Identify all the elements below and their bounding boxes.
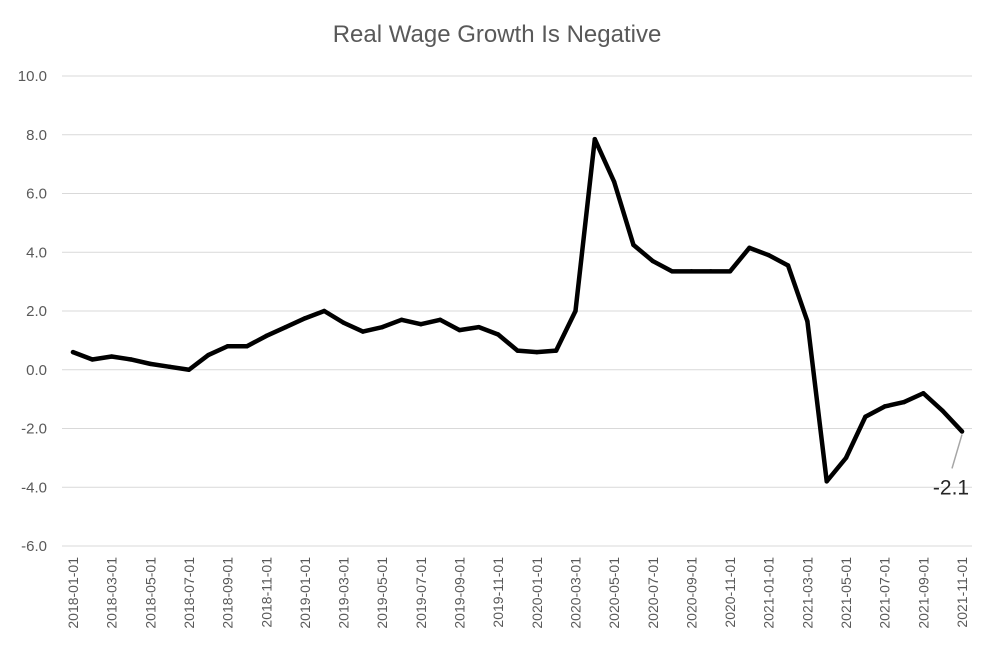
x-tick-label: 2021-11-01 <box>954 557 970 628</box>
series-layer <box>70 136 965 484</box>
data-point <box>495 332 501 337</box>
data-point <box>553 348 559 353</box>
data-point <box>225 344 230 349</box>
x-tick-label: 2018-11-01 <box>258 557 274 628</box>
data-point <box>824 479 829 484</box>
x-tick-label: 2018-01-01 <box>65 557 81 629</box>
data-point <box>399 317 404 323</box>
data-point <box>766 252 771 258</box>
data-point <box>148 361 153 367</box>
data-point <box>631 242 636 248</box>
data-point <box>534 349 540 355</box>
data-point <box>283 324 288 330</box>
chart-title: Real Wage Growth Is Negative <box>333 21 662 48</box>
data-point <box>70 349 76 355</box>
x-tick-label: 2020-07-01 <box>645 557 661 629</box>
data-point <box>650 258 655 264</box>
data-point <box>727 269 733 274</box>
x-tick-label: 2019-11-01 <box>490 557 506 628</box>
x-tick-label: 2019-01-01 <box>297 557 313 629</box>
x-tick-label: 2020-11-01 <box>722 557 738 628</box>
x-tick-label: 2018-07-01 <box>181 557 197 629</box>
y-tick-label: -4.0 <box>21 479 47 496</box>
y-axis-ticks: -6.0 -4.0 -2.0 0.0 2.0 4.0 6.0 8.0 10.0 <box>18 68 47 555</box>
data-point <box>167 364 172 370</box>
x-tick-label: 2019-07-01 <box>413 557 429 629</box>
data-point <box>302 316 308 321</box>
y-tick-label: 6.0 <box>26 186 47 203</box>
y-tick-label: -2.0 <box>21 421 47 438</box>
x-tick-label: 2020-01-01 <box>529 557 545 629</box>
data-point <box>669 269 675 274</box>
x-tick-label: 2018-09-01 <box>220 557 236 629</box>
x-tick-label: 2019-03-01 <box>336 557 352 629</box>
data-point <box>341 320 346 325</box>
callout-leader-line <box>951 434 963 469</box>
data-point <box>244 344 250 349</box>
series-line <box>70 136 965 484</box>
x-tick-label: 2020-09-01 <box>683 557 699 629</box>
data-point <box>882 404 887 409</box>
data-point <box>611 179 617 184</box>
annotation-layer: -2.1 <box>933 434 969 499</box>
data-point <box>921 391 926 396</box>
data-point <box>360 329 366 334</box>
y-tick-label: 0.0 <box>26 362 47 379</box>
y-tick-label: 8.0 <box>26 127 47 144</box>
data-label: -2.1 <box>933 476 969 499</box>
data-point <box>785 263 791 268</box>
x-tick-label: 2021-07-01 <box>877 557 893 629</box>
x-tick-label: 2019-09-01 <box>452 557 468 629</box>
y-tick-label: 4.0 <box>26 244 47 261</box>
x-tick-label: 2021-03-01 <box>799 557 815 629</box>
data-point <box>128 357 134 362</box>
x-tick-label: 2018-05-01 <box>142 557 158 629</box>
y-tick-label: -6.0 <box>21 538 47 555</box>
data-point <box>476 324 482 330</box>
y-tick-label: 10.0 <box>18 68 47 85</box>
data-point <box>843 455 849 461</box>
data-point <box>863 414 868 419</box>
data-point <box>322 308 327 314</box>
y-tick-label: 2.0 <box>26 303 47 320</box>
gridlines <box>62 75 972 547</box>
x-tick-label: 2019-05-01 <box>374 557 390 629</box>
x-tick-label: 2021-09-01 <box>915 557 931 629</box>
data-point <box>959 429 965 434</box>
data-point <box>689 269 694 274</box>
x-tick-label: 2020-03-01 <box>567 557 583 629</box>
data-point <box>805 319 810 324</box>
data-point <box>109 354 114 359</box>
x-tick-label: 2021-05-01 <box>838 557 854 629</box>
x-tick-label: 2020-05-01 <box>606 557 622 629</box>
data-point <box>573 308 578 314</box>
data-point <box>592 136 598 142</box>
data-point <box>418 322 424 327</box>
data-point <box>747 245 752 251</box>
data-point <box>186 367 192 372</box>
x-axis-ticks: 2018-01-01 2018-03-01 2018-05-01 2018-07-01… <box>65 557 970 629</box>
x-tick-label: 2021-01-01 <box>761 557 777 629</box>
data-point <box>264 333 269 339</box>
data-point <box>708 269 713 274</box>
data-point <box>90 357 95 362</box>
data-point <box>437 317 443 323</box>
data-point <box>940 408 945 414</box>
data-point <box>457 327 462 333</box>
x-tick-label: 2018-03-01 <box>104 557 120 629</box>
data-point <box>901 399 907 405</box>
data-point <box>380 324 385 330</box>
data-point <box>515 348 520 353</box>
data-point <box>206 352 211 358</box>
